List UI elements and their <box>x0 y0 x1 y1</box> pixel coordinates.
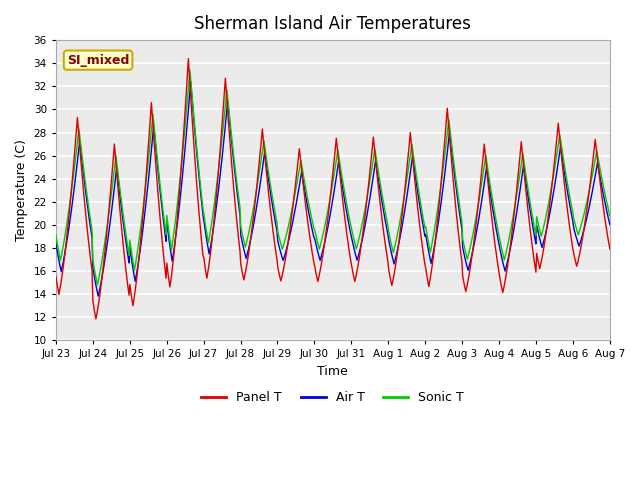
Legend: Panel T, Air T, Sonic T: Panel T, Air T, Sonic T <box>196 386 469 409</box>
Y-axis label: Temperature (C): Temperature (C) <box>15 139 28 241</box>
Text: SI_mixed: SI_mixed <box>67 54 129 67</box>
X-axis label: Time: Time <box>317 365 348 378</box>
Title: Sherman Island Air Temperatures: Sherman Island Air Temperatures <box>195 15 471 33</box>
